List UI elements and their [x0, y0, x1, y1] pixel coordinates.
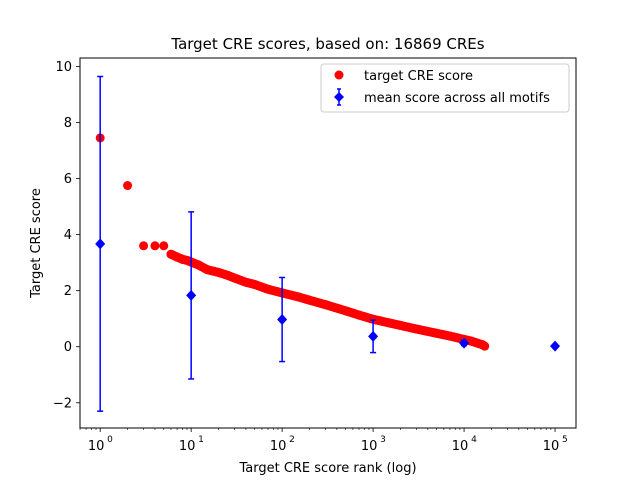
x-tick-label: 10: [88, 439, 105, 454]
red-score-point: [214, 267, 224, 277]
y-axis-label: Target CRE score: [29, 188, 44, 299]
y-tick-label: 2: [64, 284, 72, 299]
red-score-point: [305, 295, 315, 305]
red-score-point: [432, 328, 442, 338]
x-tick-exponent: 5: [562, 435, 568, 445]
red-score-point: [222, 270, 232, 280]
x-tick-exponent: 2: [289, 435, 295, 445]
plot-area: [79, 57, 577, 429]
x-tick-label: 10: [270, 439, 287, 454]
blue-mean-point: [95, 238, 106, 250]
legend-box: [320, 63, 570, 113]
red-score-point: [384, 318, 394, 328]
x-tick-exponent: 1: [198, 435, 204, 445]
red-score-point: [202, 265, 212, 275]
blue-mean-point: [459, 337, 470, 349]
x-axis: 10 0 10 1 10 2 10 3 10 4 10 5: [79, 428, 568, 454]
legend-blue-marker: [334, 92, 344, 102]
x-tick-label: 10: [361, 439, 378, 454]
red-score-point: [321, 300, 331, 310]
chart-title: Target CRE scores, based on: 16869 CREs: [170, 35, 484, 53]
red-score-point: [241, 277, 251, 287]
x-tick-label: 10: [543, 439, 560, 454]
y-axis: −2 0 2 4 6 8 10: [53, 60, 80, 411]
red-score-point: [341, 306, 351, 316]
legend-label-mean-score: mean score across all motifs: [364, 91, 550, 106]
y-tick-label: 0: [64, 340, 72, 355]
red-score-point: [263, 284, 273, 294]
y-tick-label: 10: [55, 60, 72, 75]
blue-mean-point: [550, 340, 561, 352]
x-tick-label: 10: [179, 439, 196, 454]
x-tick-exponent: 3: [380, 435, 386, 445]
x-tick-exponent: 4: [471, 435, 477, 445]
axes-frame: [79, 57, 577, 429]
red-score-point: [159, 241, 169, 251]
red-score-point: [445, 331, 455, 341]
red-score-point: [293, 292, 303, 302]
x-tick-label: 10: [452, 439, 469, 454]
x-axis-label: Target CRE score rank (log): [238, 461, 416, 476]
red-score-point: [123, 181, 133, 191]
red-markers: [95, 133, 490, 351]
red-score-point: [368, 314, 378, 324]
red-score-point: [230, 273, 240, 283]
y-tick-label: −2: [53, 396, 72, 411]
legend-label-target-score: target CRE score: [364, 69, 473, 84]
blue-mean-point: [368, 330, 379, 342]
blue-mean-point: [277, 314, 288, 326]
red-score-point: [250, 279, 260, 289]
y-tick-label: 6: [64, 172, 72, 187]
red-score-point: [139, 241, 149, 251]
legend: target CRE score mean score across all m…: [320, 63, 570, 113]
y-tick-label: 4: [64, 228, 72, 243]
red-score-point: [193, 260, 203, 270]
red-score-point: [354, 310, 364, 320]
red-score-point: [411, 324, 421, 334]
red-score-point: [150, 241, 160, 251]
blue-mean-point: [186, 289, 197, 301]
red-score-point: [395, 320, 405, 330]
x-tick-exponent: 0: [107, 435, 113, 445]
red-score-point: [480, 341, 490, 351]
y-tick-label: 8: [64, 116, 72, 131]
legend-red-marker: [334, 70, 344, 80]
blue-markers: [95, 75, 561, 412]
